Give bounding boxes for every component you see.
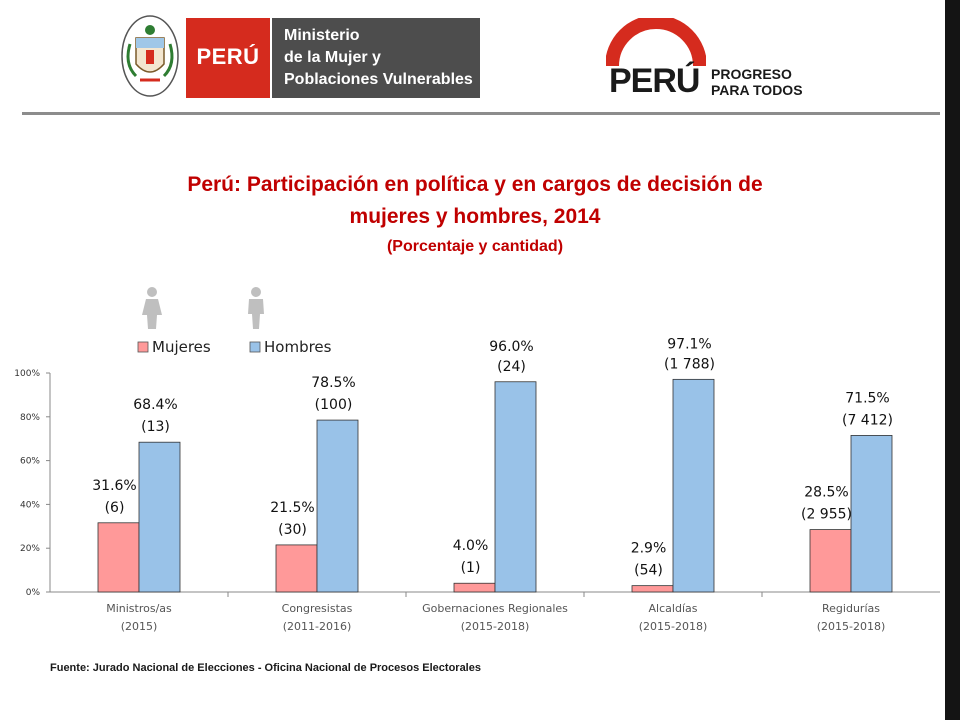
bar-hombres [672, 378, 715, 593]
data-label-count: (24) [497, 359, 526, 375]
data-label-percent: 96.0% [489, 339, 533, 355]
ministry-logo: PERÚ Ministerio de la Mujer y Poblacione… [120, 14, 480, 98]
data-label-percent: 68.4% [133, 397, 177, 413]
data-label-count: (30) [278, 522, 307, 538]
y-tick-label: 80% [20, 413, 40, 423]
x-category-period: (2015-2018) [817, 620, 886, 633]
ministry-line-2: de la Mujer y [284, 49, 381, 66]
data-label-percent: 31.6% [92, 478, 136, 494]
data-label-percent: 28.5% [804, 485, 848, 501]
data-label-count: (13) [141, 419, 170, 435]
bar-mujeres [97, 522, 140, 593]
data-label-count: (1 788) [664, 356, 715, 372]
coat-of-arms-icon [121, 15, 179, 97]
data-label-count: (6) [105, 500, 125, 516]
legend-swatch-mujeres [137, 341, 149, 353]
legend-label-hombres: Hombres [264, 338, 332, 356]
data-label-count: (100) [315, 397, 353, 413]
chart-subtitle: (Porcentaje y cantidad) [386, 238, 564, 255]
peru-brand-right: PERÚ [609, 62, 700, 100]
bar-hombres [138, 441, 181, 593]
ministry-name-box: Ministerio de la Mujer y Poblaciones Vul… [272, 18, 480, 98]
ministry-line-1: Ministerio [284, 27, 360, 44]
x-category-label: Regidurías [822, 602, 880, 615]
bar-hombres [850, 435, 893, 593]
slogan-line-1: PROGRESO [711, 66, 792, 82]
bar-mujeres [275, 544, 318, 593]
y-tick-label: 20% [20, 544, 40, 554]
data-label-percent: 71.5% [845, 390, 889, 406]
legend-swatch-hombres [249, 341, 261, 353]
peru-progreso-logo: PERÚ PROGRESO PARA TODOS [606, 18, 836, 102]
data-label-count: (1) [461, 560, 481, 576]
slogan-line-2: PARA TODOS [711, 82, 803, 98]
data-label-percent: 21.5% [270, 500, 314, 516]
x-category-label: Alcaldías [649, 602, 698, 615]
x-category-label: Congresistas [282, 602, 353, 615]
bar-mujeres [809, 529, 852, 593]
x-category-period: (2015-2018) [639, 620, 708, 633]
right-edge-bar [945, 0, 960, 720]
x-category-period: (2011-2016) [283, 620, 352, 633]
y-tick-label: 60% [20, 457, 40, 467]
ministry-line-3: Poblaciones Vulnerables [284, 71, 473, 88]
data-label-percent: 78.5% [311, 375, 355, 391]
female-icon [142, 287, 162, 329]
data-label-percent: 4.0% [453, 538, 489, 554]
bar-hombres [494, 381, 537, 593]
data-label-percent: 97.1% [667, 336, 711, 352]
red-arc-logo-icon [606, 18, 706, 67]
chart-title-line-1: Perú: Participación en política y en car… [187, 173, 763, 196]
data-label-count: (54) [634, 563, 663, 579]
chart-title-line-2: mujeres y hombres, 2014 [349, 205, 601, 228]
y-tick-label: 0% [26, 588, 41, 598]
header-divider [22, 112, 940, 115]
peru-brand-text: PERÚ [196, 44, 260, 69]
bar-hombres [316, 419, 359, 593]
bar-mujeres [631, 585, 674, 593]
bar-mujeres [453, 582, 496, 593]
x-category-label: Gobernaciones Regionales [422, 602, 568, 615]
data-label-percent: 2.9% [631, 541, 667, 557]
legend-label-mujeres: Mujeres [152, 338, 211, 356]
male-icon [248, 287, 264, 329]
y-tick-label: 40% [20, 500, 40, 510]
source-note: Fuente: Jurado Nacional de Elecciones - … [50, 662, 481, 674]
data-label-count: (7 412) [842, 412, 893, 428]
peru-brand-box: PERÚ [186, 18, 270, 98]
data-label-count: (2 955) [801, 507, 852, 523]
x-category-period: (2015) [121, 620, 158, 633]
x-category-period: (2015-2018) [461, 620, 530, 633]
y-tick-label: 100% [14, 369, 40, 379]
x-category-label: Ministros/as [106, 602, 172, 615]
